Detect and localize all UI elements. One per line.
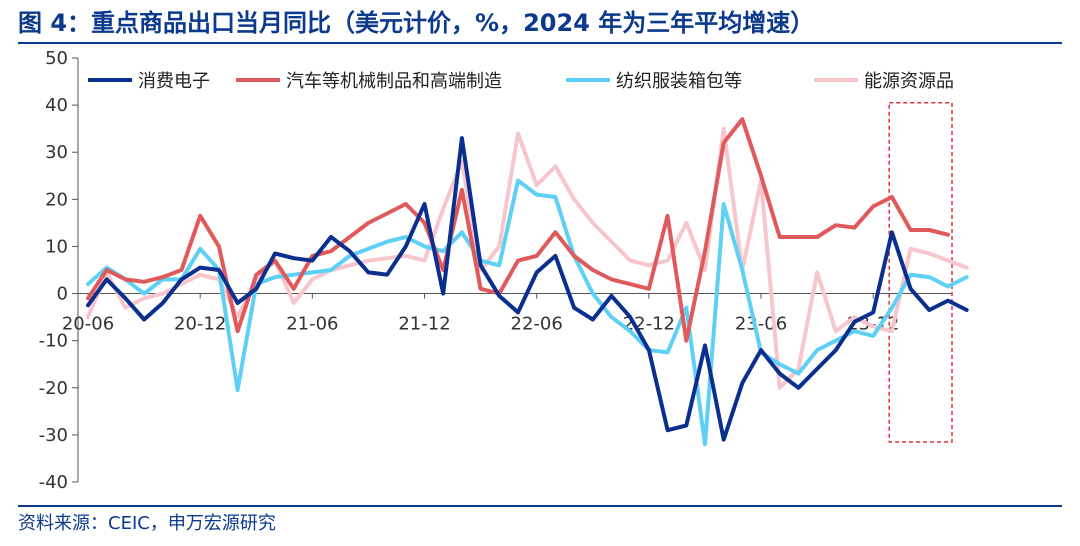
y-tick-label: 30 (45, 142, 68, 163)
y-tick-label: 10 (45, 236, 68, 257)
y-tick-label: -10 (39, 331, 68, 352)
x-tick-label: 21-12 (398, 314, 450, 335)
highlight-region (888, 102, 953, 443)
y-tick-label: 50 (45, 48, 68, 69)
y-tick-label: -20 (39, 378, 68, 399)
x-tick-label: 20-12 (174, 314, 226, 335)
line-chart: 50 40 30 20 10 0 -10 -20 -30 -40 20-06 20-12 21-06 21… (39, 48, 969, 493)
axes: 50 40 30 20 10 0 -10 -20 -30 -40 20-06 20-12 21-06 21… (39, 48, 952, 493)
series-lines (86, 117, 969, 447)
highlight-box (888, 102, 953, 443)
x-tick-label: 21-06 (286, 314, 338, 335)
legend-label: 纺织服装箱包等 (616, 71, 742, 92)
series-line (86, 117, 950, 343)
y-tick-label: -40 (39, 472, 68, 493)
x-tick-label: 22-06 (511, 314, 563, 335)
y-tick-label: -30 (39, 425, 68, 446)
y-tick-label: 40 (45, 95, 68, 116)
source-note: 资料来源：CEIC，申万宏源研究 (18, 513, 276, 534)
chart-title: 图 4：重点商品出口当月同比（美元计价，%，2024 年为三年平均增速） (18, 9, 815, 37)
series-line (86, 178, 969, 447)
x-tick-label: 23-06 (735, 314, 787, 335)
y-tick-label: 20 (45, 189, 68, 210)
legend-label: 能源资源品 (864, 71, 954, 92)
legend-label: 消费电子 (138, 71, 210, 92)
y-tick-label: 0 (57, 284, 68, 305)
series-line (86, 136, 969, 442)
source-divider (18, 505, 1062, 507)
title-divider (18, 42, 1062, 44)
legend-label: 汽车等机械制品和高端制造 (286, 71, 502, 92)
x-tick-label: 20-06 (62, 314, 114, 335)
legend: 消费电子 汽车等机械制品和高端制造 纺织服装箱包等 能源资源品 (88, 71, 954, 92)
